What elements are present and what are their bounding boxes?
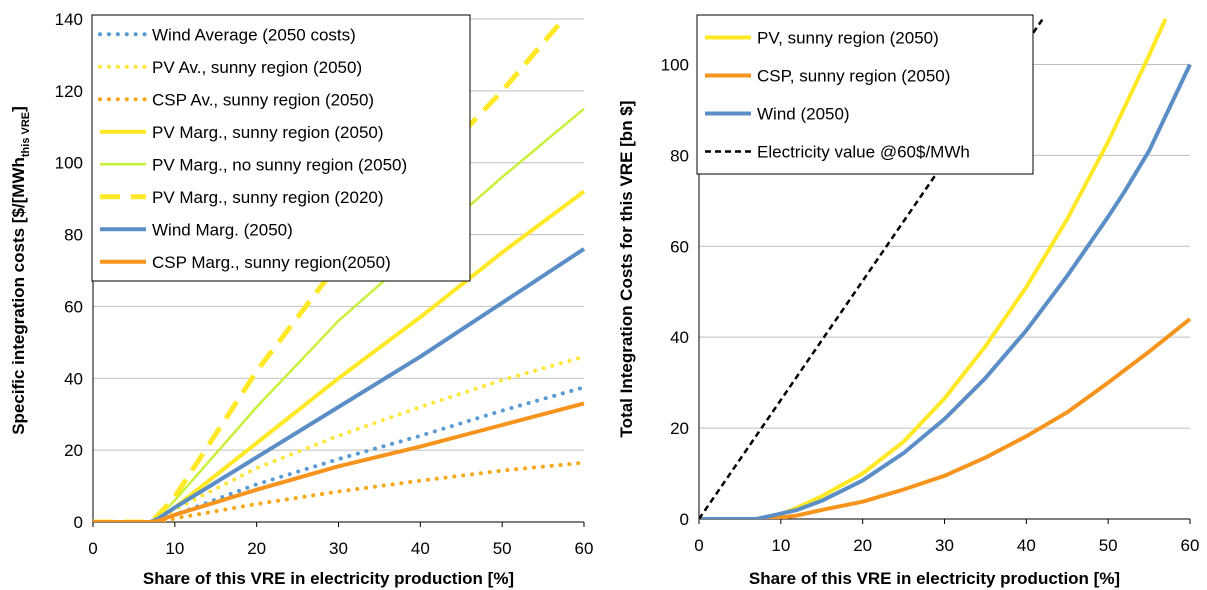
y-axis-title: Specific integration costs [$/[MWhthis V… [9,106,32,435]
legend-label: Wind (2050) [757,105,850,124]
series-line-wind-marg-2050 [93,247,586,522]
y-tick-label: 140 [55,10,83,29]
legend: Wind Average (2050 costs) PV Av., sunny r… [91,14,471,282]
y-tick-label: 60 [64,297,83,316]
legend-label: CSP, sunny region (2050) [757,67,950,86]
legend-label: Wind Marg. (2050) [152,220,293,239]
series-line-pv-marg-sunny-region-2020 [93,17,566,522]
series-line-csp-marg-sunny-region-2050 [93,401,585,522]
legend: PV, sunny region (2050) CSP, sunny region… [696,14,1034,175]
x-tick-label: 20 [247,539,266,558]
legend-box [696,14,1034,175]
y-tick-label: 100 [55,154,83,173]
x-tick-label: 20 [853,536,872,555]
y-tick-label: 0 [74,513,83,532]
y-tick-label: 40 [670,328,689,347]
legend-box [91,14,471,282]
y-tick-label: 0 [680,510,689,529]
y-tick-label: 80 [670,146,689,165]
legend-label: PV Av., sunny region (2050) [152,58,362,77]
legend-label: PV Marg., sunny region (2050) [152,123,384,142]
x-tick-label: 30 [329,539,348,558]
x-tick-label: 30 [935,536,954,555]
x-tick-label: 40 [1017,536,1036,555]
legend-label: PV Marg., sunny region (2020) [152,188,384,207]
legend-label: Electricity value @60$/MWh [757,143,970,162]
x-axis-title: Share of this VRE in electricity product… [749,569,1120,588]
right-chart: 0 20 40 60 80 100 0 10 20 30 40 50 60 PV, sunny regio… [617,14,1200,588]
x-axis-title: Share of this VRE in electricity product… [143,569,514,588]
x-tick-label: 10 [771,536,790,555]
y-tick-label: 80 [64,226,83,245]
y-tick-label: 20 [670,419,689,438]
y-tick-label: 100 [661,55,689,74]
left-chart: 0 20 40 60 80 100 120 140 0 10 20 30 40 50 60 Wind Aver… [9,10,593,588]
series-line-pv-av-sunny-region-2050 [93,354,586,522]
x-tick-label: 40 [411,539,430,558]
y-tick-label: 20 [64,441,83,460]
legend-label: CSP Av., sunny region (2050) [152,90,374,109]
x-tick-label: 50 [493,539,512,558]
x-tick-label: 50 [1099,536,1118,555]
x-tick-label: 60 [1181,536,1200,555]
x-tick-label: 0 [694,536,703,555]
legend-label: Wind Average (2050 costs) [152,25,356,44]
series-line-csp-sunny-region-2050 [699,317,1192,519]
legend-label: PV Marg., no sunny region (2050) [152,155,407,174]
legend-label: CSP Marg., sunny region(2050) [152,253,391,272]
x-tick-label: 60 [575,539,594,558]
y-tick-label: 60 [670,237,689,256]
y-axis-title: Total Integration Costs for this VRE [bn… [617,101,636,438]
x-tick-label: 0 [88,539,97,558]
x-tick-label: 10 [165,539,184,558]
y-tick-label: 120 [55,82,83,101]
series-line-wind-2050 [699,63,1192,519]
legend-label: PV, sunny region (2050) [757,29,939,48]
y-tick-label: 40 [64,369,83,388]
series-line-wind-average-2050-costs [93,385,586,522]
